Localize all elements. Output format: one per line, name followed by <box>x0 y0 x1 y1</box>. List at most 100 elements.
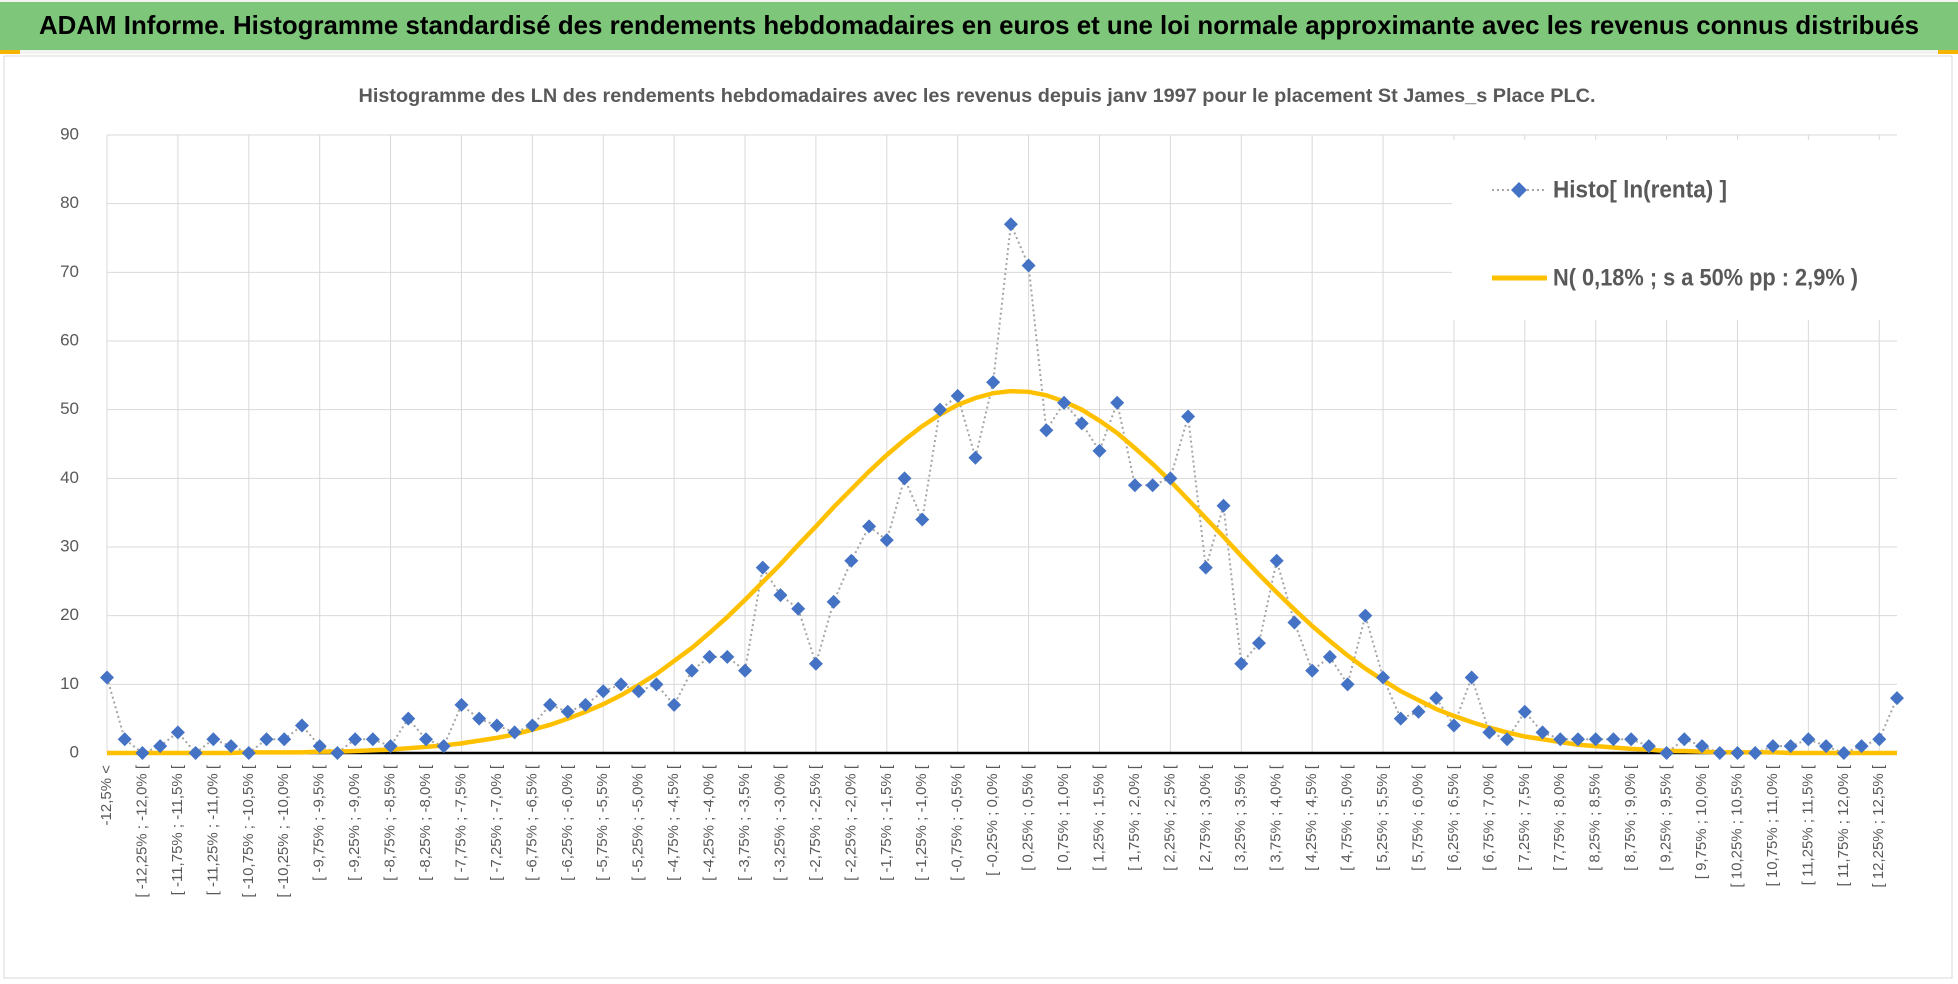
point <box>1464 670 1479 685</box>
point <box>1393 711 1408 726</box>
point <box>1872 732 1887 747</box>
point <box>1092 443 1107 458</box>
plot: 0 10 20 30 40 50 60 70 80 90 -12,5% < [ -12,25% ; -… <box>60 124 1904 898</box>
x-tick-label: [ -6,25% ; -6,0% [ <box>559 764 576 881</box>
point <box>1801 732 1816 747</box>
legend-box <box>1452 140 1897 320</box>
point <box>1251 636 1266 651</box>
point <box>915 512 930 527</box>
series-line <box>107 388 1897 756</box>
x-tick-label: [ -3,25% ; -3,0% [ <box>771 764 788 881</box>
point <box>897 471 912 486</box>
x-tick-label: [ -11,75% ; -11,5% [ <box>169 764 186 895</box>
x-tick-label: [ 5,75% ; 6,0% [ <box>1409 764 1426 871</box>
point <box>330 746 345 760</box>
point <box>879 533 894 548</box>
y-tick-label: 20 <box>60 605 79 624</box>
point <box>1535 725 1550 740</box>
x-tick-label: [ -7,25% ; -7,0% [ <box>488 764 505 881</box>
x-tick-label: [ 9,75% ; 10,0% [ <box>1693 764 1710 879</box>
x-tick-label: [ 9,25% ; 9,5% [ <box>1658 764 1675 871</box>
point <box>1712 746 1727 760</box>
point <box>1517 704 1532 719</box>
x-tick-label: [ -8,75% ; -8,5% [ <box>382 764 399 881</box>
x-tick-label: [ 8,25% ; 8,5% [ <box>1587 764 1604 871</box>
point <box>684 663 699 678</box>
x-tick-label: [ -8,25% ; -8,0% [ <box>417 764 434 881</box>
point <box>224 739 239 754</box>
x-tick-label: [ 0,25% ; 0,5% [ <box>1020 764 1037 871</box>
legend-marker <box>1511 182 1527 198</box>
point <box>135 746 150 760</box>
x-tick-label: [ -3,75% ; -3,5% [ <box>736 764 753 881</box>
x-tick-label: [ -11,25% ; -11,0% [ <box>204 764 221 895</box>
point <box>1677 732 1692 747</box>
x-tick-label: [ 6,75% ; 7,0% [ <box>1480 764 1497 871</box>
point <box>348 732 363 747</box>
point <box>312 739 327 754</box>
point <box>1446 718 1461 733</box>
y-tick-label: 30 <box>60 536 79 555</box>
point <box>259 732 274 747</box>
x-tick-label: [ -0,25% ; 0,0% [ <box>984 764 1001 876</box>
x-tick-label: [ 1,25% ; 1,5% [ <box>1090 764 1107 871</box>
point <box>1836 746 1851 760</box>
x-tick-label: [ 0,75% ; 1,0% [ <box>1055 764 1072 871</box>
point <box>1021 258 1036 273</box>
point <box>1039 423 1054 438</box>
point <box>1748 746 1763 760</box>
point <box>153 739 168 754</box>
x-tick-label: [ 2,25% ; 2,5% [ <box>1161 764 1178 871</box>
point <box>525 718 540 733</box>
x-tick-label: [ -2,75% ; -2,5% [ <box>807 764 824 881</box>
point <box>1819 739 1834 754</box>
page-title: ADAM Informe. Histogramme standardisé de… <box>39 10 1919 40</box>
point <box>1057 395 1072 410</box>
point <box>968 450 983 465</box>
x-tick-label: [ -10,25% ; -10,0% [ <box>275 764 292 897</box>
point <box>1588 732 1603 747</box>
point <box>188 746 203 760</box>
y-tick-label: 60 <box>60 330 79 349</box>
point <box>100 670 114 685</box>
point <box>1482 725 1497 740</box>
point <box>1429 691 1444 706</box>
point <box>1553 732 1568 747</box>
legend-label: N( 0,18% ; s a 50% pp : 2,9% ) <box>1553 264 1858 291</box>
chart-frame <box>3 55 1953 979</box>
point <box>1358 608 1373 623</box>
corner <box>0 50 20 54</box>
corner <box>1938 50 1958 54</box>
point <box>1145 478 1160 493</box>
y-tick-label: 10 <box>60 674 79 693</box>
point <box>1127 478 1142 493</box>
x-tick-label: [ -5,75% ; -5,5% [ <box>594 764 611 881</box>
point <box>277 732 292 747</box>
point <box>489 718 504 733</box>
x-tick-label: [ -4,75% ; -4,5% [ <box>665 764 682 881</box>
point <box>1269 553 1284 568</box>
point <box>1730 746 1745 760</box>
y-tick-label: 90 <box>60 124 79 143</box>
x-tick-label: [ -4,25% ; -4,0% [ <box>701 764 718 881</box>
point <box>1570 732 1585 747</box>
point <box>720 649 735 664</box>
y-tick-label: 40 <box>60 468 79 487</box>
x-tick-label: [ 10,25% ; 10,5% [ <box>1728 764 1745 887</box>
x-tick-label: [ -6,75% ; -6,5% [ <box>523 764 540 881</box>
point <box>294 718 309 733</box>
point <box>613 677 628 692</box>
point <box>170 725 185 740</box>
point <box>986 375 1001 390</box>
point <box>844 553 859 568</box>
x-tick-label: [ 4,75% ; 5,0% [ <box>1339 764 1356 871</box>
point <box>1659 746 1674 760</box>
point <box>365 732 380 747</box>
point <box>578 697 593 712</box>
point <box>1854 739 1869 754</box>
x-tick-label: [ -7,75% ; -7,5% [ <box>452 764 469 881</box>
point <box>596 684 611 699</box>
point <box>791 601 806 616</box>
point <box>1340 677 1355 692</box>
point <box>206 732 221 747</box>
